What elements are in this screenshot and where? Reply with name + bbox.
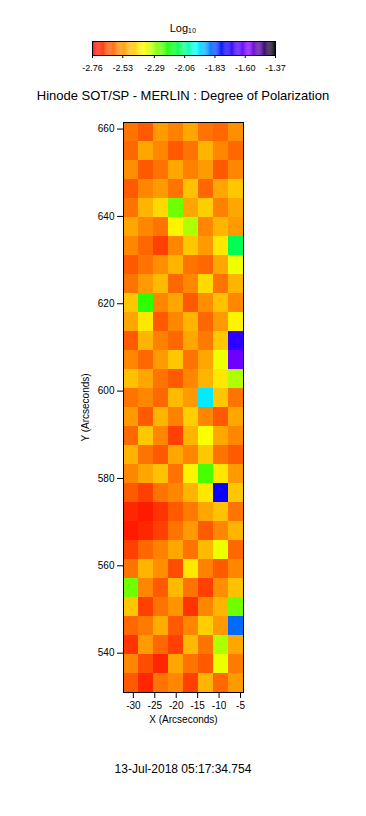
svg-text:540: 540: [98, 647, 115, 658]
html-text:13-Jul-2018 05:17:34.754: 13-Jul-2018 05:17:34.754: [114, 762, 252, 776]
svg-text:-2.29: -2.29: [144, 63, 165, 73]
svg-text:-2.53: -2.53: [113, 63, 134, 73]
svg-text:-30: -30: [126, 700, 141, 711]
svg-text:-20: -20: [169, 700, 184, 711]
svg-text:-1.83: -1.83: [205, 63, 226, 73]
svg-text:-25: -25: [148, 700, 163, 711]
svg-text:-5: -5: [236, 700, 245, 711]
svg-text:660: 660: [98, 123, 115, 134]
svg-text:-2.06: -2.06: [174, 63, 195, 73]
svg-text:-1.60: -1.60: [235, 63, 256, 73]
html-text:Hinode SOT/SP - MERLIN : Degre: Hinode SOT/SP - MERLIN : Degree of Polar…: [36, 88, 330, 103]
svg-text:560: 560: [98, 560, 115, 571]
svg-text:620: 620: [98, 298, 115, 309]
html-text:Log₁₀: Log₁₀: [169, 22, 197, 34]
svg-text:-15: -15: [190, 700, 205, 711]
svg-text:-10: -10: [212, 700, 227, 711]
svg-text:Y (Arcseconds): Y (Arcseconds): [80, 373, 91, 441]
svg-text:600: 600: [98, 385, 115, 396]
svg-text:580: 580: [98, 473, 115, 484]
svg-text:-1.37: -1.37: [265, 63, 286, 73]
svg-text:X (Arcseconds): X (Arcseconds): [149, 714, 217, 725]
svg-text:640: 640: [98, 211, 115, 222]
svg-text:-2.76: -2.76: [82, 63, 103, 73]
